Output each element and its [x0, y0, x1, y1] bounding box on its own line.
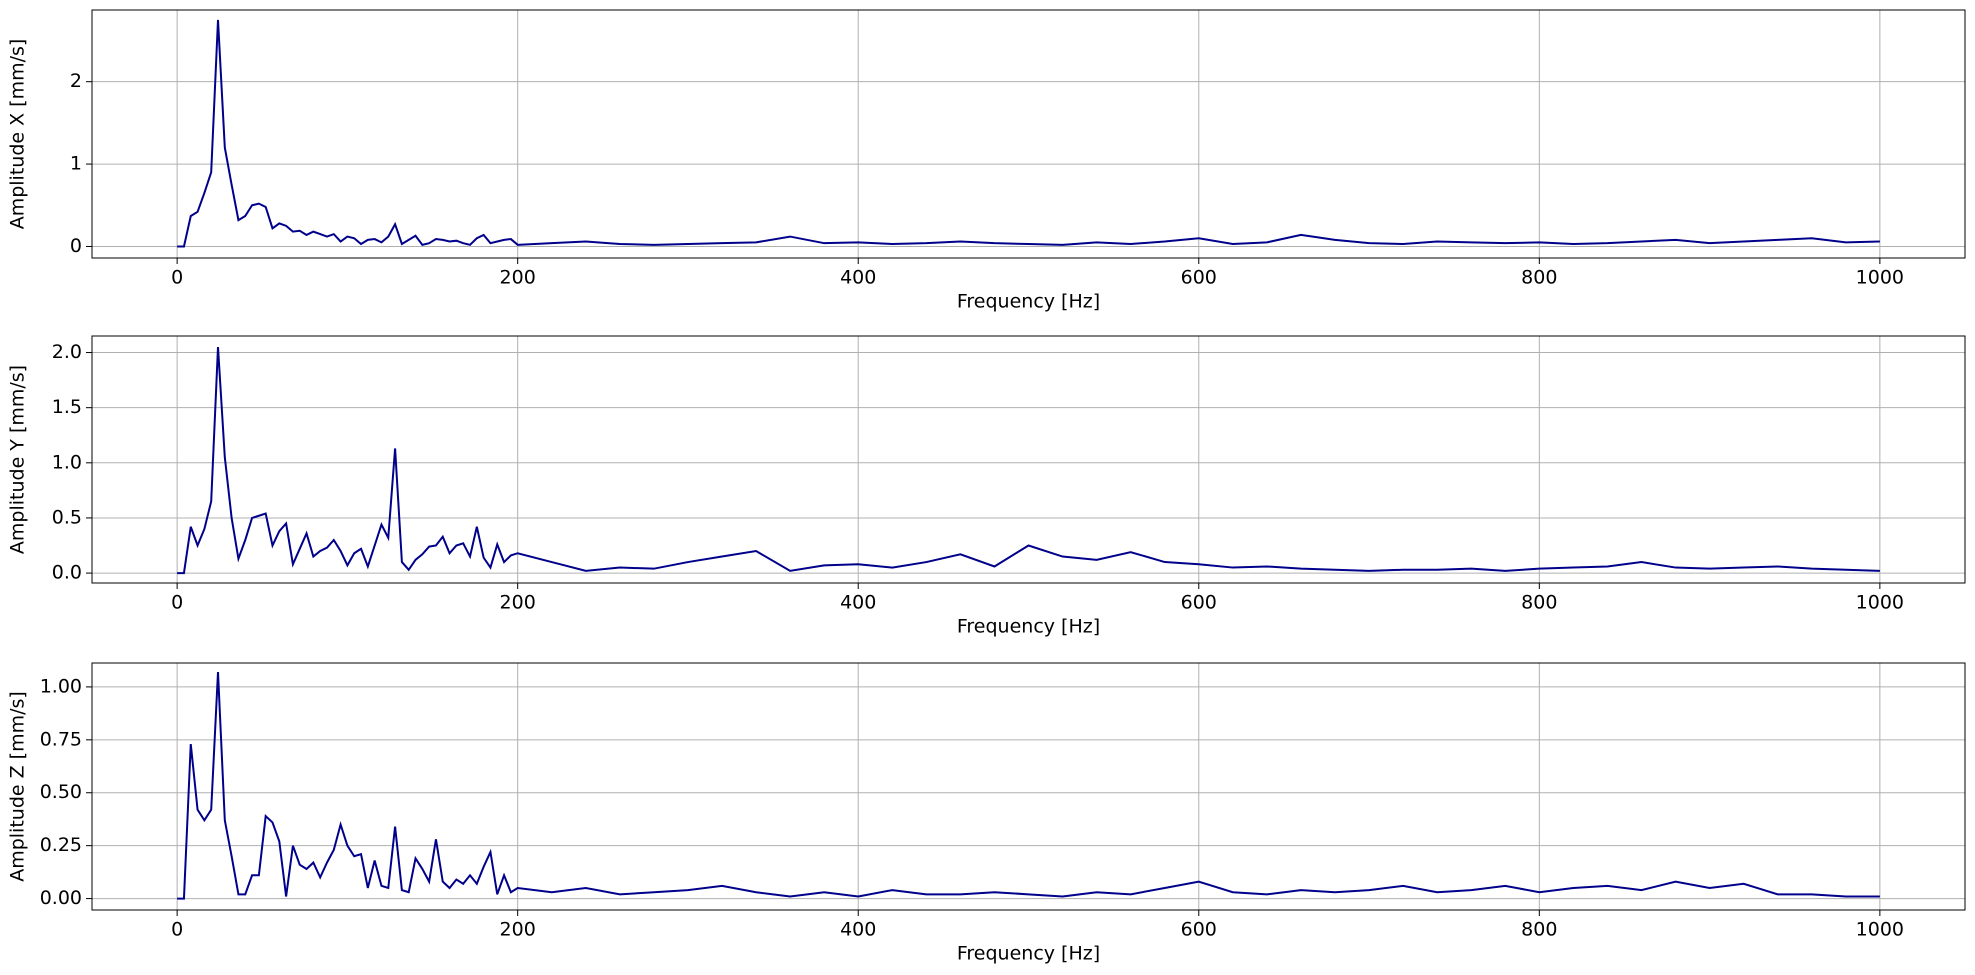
y-tick-label: 1.5 [52, 396, 82, 418]
x-tick-label: 1000 [1856, 919, 1904, 941]
data-line [177, 346, 1880, 575]
x-axis-label: Frequency [Hz] [957, 943, 1100, 965]
data-line [177, 19, 1880, 248]
y-tick-label: 1 [70, 153, 82, 175]
y-axis-label: Amplitude Z [mm/s] [7, 691, 29, 882]
y-axis-label: Amplitude Y [mm/s] [7, 365, 29, 554]
x-tick-label: 800 [1521, 592, 1557, 614]
y-tick-label: 2.0 [52, 341, 82, 363]
y-tick-label: 0.75 [40, 728, 82, 750]
x-tick-label: 200 [500, 267, 536, 289]
x-tick-label: 400 [840, 592, 876, 614]
data-line [177, 672, 1880, 900]
y-tick-label: 0.00 [40, 887, 82, 909]
x-axis-label: Frequency [Hz] [957, 616, 1100, 638]
x-tick-label: 200 [500, 592, 536, 614]
subplot: 0 200 400 600 800 1000 0.00 0.25 0.50 0.75 1.00 Fre… [7, 662, 1966, 965]
y-tick-label: 1.00 [40, 675, 82, 697]
x-tick-label: 400 [840, 267, 876, 289]
subplot: 0 200 400 600 800 1000 0 1 2 Frequency [Hz] Amplit… [7, 9, 1966, 313]
x-tick-label: 800 [1521, 267, 1557, 289]
x-tick-label: 600 [1181, 919, 1217, 941]
x-tick-label: 600 [1181, 267, 1217, 289]
y-tick-label: 0.50 [40, 781, 82, 803]
x-tick-label: 800 [1521, 919, 1557, 941]
subplot: 0 200 400 600 800 1000 0.0 0.5 1.0 1.5 2.0 Frequenc… [7, 335, 1966, 638]
x-tick-label: 0 [171, 592, 183, 614]
y-tick-label: 0.5 [52, 506, 82, 528]
x-tick-label: 600 [1181, 592, 1217, 614]
axes-frame [91, 335, 1966, 584]
y-tick-label: 0.0 [52, 562, 82, 584]
x-tick-label: 1000 [1856, 267, 1904, 289]
axes-frame [91, 662, 1966, 911]
x-tick-label: 200 [500, 919, 536, 941]
y-axis-label: Amplitude X [mm/s] [7, 39, 29, 230]
y-tick-label: 0.25 [40, 834, 82, 856]
axes-frame [91, 9, 1966, 259]
x-tick-label: 400 [840, 919, 876, 941]
y-tick-label: 1.0 [52, 451, 82, 473]
y-tick-label: 2 [70, 70, 82, 92]
x-tick-label: 0 [171, 919, 183, 941]
x-axis-label: Frequency [Hz] [957, 291, 1100, 313]
x-tick-label: 0 [171, 267, 183, 289]
y-tick-label: 0 [70, 235, 82, 257]
x-tick-label: 1000 [1856, 592, 1904, 614]
